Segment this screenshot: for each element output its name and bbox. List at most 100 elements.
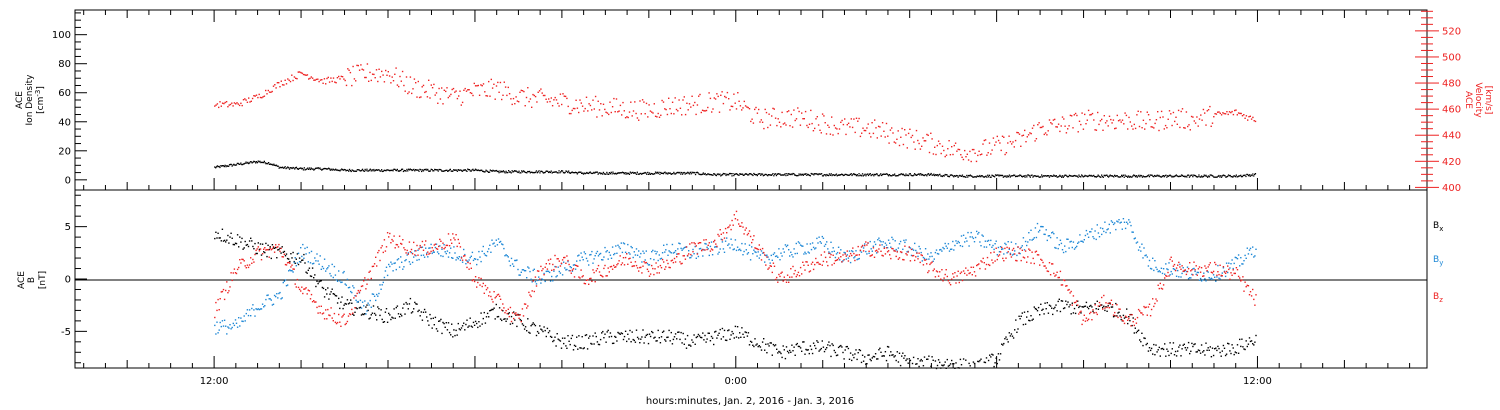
by-point	[548, 271, 551, 274]
density-point	[1138, 174, 1140, 176]
bz-point	[443, 248, 445, 250]
density-point	[305, 168, 307, 171]
by-point	[608, 251, 610, 254]
velocity-point	[497, 81, 499, 84]
by-point	[983, 246, 985, 248]
by-point	[293, 261, 295, 264]
by-point	[457, 258, 459, 260]
bx-point	[680, 331, 682, 334]
by-point	[538, 276, 540, 278]
density-point	[1119, 176, 1121, 178]
velocity-point	[237, 103, 239, 105]
density-point	[654, 173, 656, 175]
by-point	[804, 251, 806, 253]
density-point	[485, 169, 487, 171]
bz-point	[352, 312, 354, 314]
bz-point	[469, 262, 471, 265]
density-point	[828, 173, 831, 175]
bx-point	[641, 336, 643, 338]
by-point	[1207, 271, 1209, 273]
density-point	[498, 172, 500, 174]
bz-point	[485, 288, 488, 291]
bx-point	[783, 349, 785, 351]
velocity-point	[1033, 124, 1035, 127]
by-point	[1202, 279, 1204, 281]
density-point	[265, 163, 267, 165]
velocity-point	[1024, 129, 1026, 132]
bx-point	[498, 307, 501, 309]
density-point	[1015, 175, 1017, 177]
density-point	[933, 173, 935, 175]
density-point	[1014, 174, 1016, 176]
density-point	[701, 173, 703, 176]
velocity-point	[1234, 109, 1236, 112]
bx-point	[1029, 320, 1031, 322]
by-point	[511, 263, 514, 265]
density-point	[1235, 174, 1237, 176]
bx-point	[344, 302, 346, 305]
density-point	[754, 173, 756, 175]
bx-point	[805, 348, 807, 351]
bz-point	[516, 314, 518, 316]
density-point	[1254, 173, 1257, 175]
density-point	[1247, 175, 1250, 177]
density-point	[1159, 175, 1161, 178]
by-point	[951, 248, 953, 250]
bx-point	[803, 341, 805, 343]
bx-point	[619, 333, 621, 335]
by-point	[1197, 271, 1200, 274]
density-point	[301, 168, 303, 170]
velocity-point	[278, 82, 280, 84]
bx-point	[1011, 335, 1014, 337]
bx-point	[755, 344, 757, 346]
bz-point	[731, 219, 733, 222]
density-point	[770, 174, 772, 176]
by-point	[914, 242, 916, 245]
by-point	[419, 246, 421, 248]
velocity-point	[1168, 110, 1171, 112]
density-point	[242, 163, 245, 165]
velocity-point	[491, 87, 494, 89]
bz-point	[672, 261, 675, 264]
by-point	[855, 250, 857, 252]
by-point	[729, 247, 731, 249]
bx-point	[809, 345, 812, 347]
by-point	[848, 250, 851, 252]
velocity-point	[707, 106, 709, 109]
density-point	[1178, 175, 1180, 178]
density-point	[851, 174, 853, 177]
bz-point	[760, 259, 763, 261]
bx-point	[592, 335, 594, 337]
by-point	[571, 270, 574, 272]
bx-point	[1158, 346, 1160, 349]
by-point	[410, 251, 413, 254]
velocity-point	[701, 109, 704, 111]
by-point	[837, 246, 840, 248]
bx-point	[1039, 314, 1041, 316]
velocity-point	[953, 144, 955, 147]
by-point	[629, 253, 631, 255]
bx-point	[513, 311, 515, 313]
by-point	[1198, 279, 1201, 281]
density-point	[884, 173, 886, 175]
bz-point	[1066, 285, 1068, 287]
velocity-point	[369, 71, 371, 74]
by-point	[1099, 227, 1102, 229]
density-point	[836, 175, 838, 177]
by-point	[889, 242, 891, 244]
density-point	[1252, 173, 1254, 175]
bx-point	[428, 324, 430, 326]
bx-point	[320, 280, 322, 282]
velocity-point	[930, 132, 932, 134]
velocity-point	[643, 101, 645, 103]
density-point	[383, 169, 385, 171]
bx-point	[885, 359, 888, 362]
density-point	[455, 169, 458, 171]
bx-point	[325, 289, 327, 291]
density-point	[612, 171, 614, 173]
bz-point	[566, 255, 568, 257]
density-point	[702, 172, 704, 174]
velocity-point	[1190, 115, 1193, 118]
bx-point	[595, 335, 597, 338]
